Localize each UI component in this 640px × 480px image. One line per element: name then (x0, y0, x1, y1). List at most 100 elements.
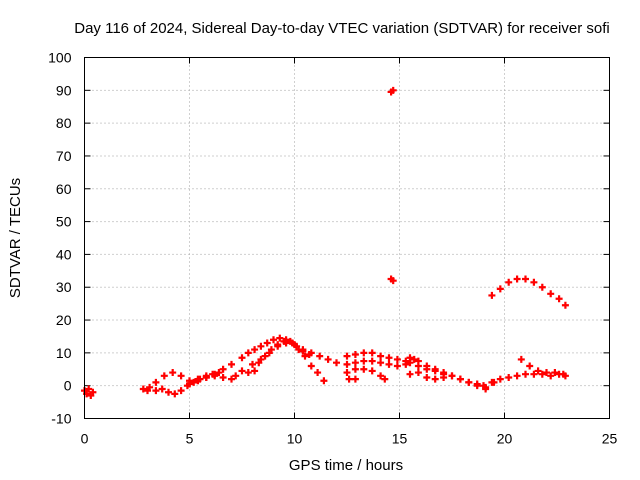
data-point-s6 (333, 359, 340, 367)
data-point-s10 (410, 355, 418, 363)
data-point-s11 (368, 367, 376, 375)
data-point-s19 (543, 369, 550, 377)
data-point-s10 (402, 360, 410, 368)
data-point-s20 (513, 275, 521, 283)
data-point-s17 (406, 370, 414, 378)
data-point-s7 (261, 352, 269, 360)
y-tick-label: 70 (56, 148, 72, 164)
data-point-s10 (360, 357, 368, 365)
data-point-s7 (286, 337, 294, 345)
data-point-s16 (465, 378, 473, 386)
data-point-s11 (351, 365, 359, 373)
data-point-s4 (202, 373, 210, 381)
x-tick-label: 20 (497, 431, 513, 447)
data-point-s11 (381, 375, 389, 383)
data-point-s1 (85, 385, 93, 393)
data-point-s9 (368, 349, 376, 357)
data-points (81, 86, 569, 400)
data-point-s18 (480, 382, 487, 390)
data-point-s18 (505, 373, 513, 381)
data-point-s16 (414, 357, 422, 365)
data-point-s17 (440, 373, 448, 381)
data-point-s5 (244, 349, 252, 357)
data-point-s7 (267, 346, 275, 354)
data-point-s7 (305, 351, 313, 359)
data-point-s5 (314, 369, 322, 377)
data-point-s5 (276, 334, 284, 342)
data-point-s19 (559, 370, 567, 378)
y-tick-label: 50 (56, 214, 72, 230)
data-point-s3 (228, 360, 235, 368)
data-point-s17 (431, 375, 439, 383)
y-tick-label: 40 (56, 246, 72, 262)
data-point-s9 (343, 352, 351, 360)
data-point-s9 (385, 354, 393, 362)
gridlines (84, 57, 610, 419)
data-point-s18 (488, 378, 496, 386)
data-point-s16 (431, 365, 439, 373)
data-point-s16 (473, 380, 481, 388)
x-tick-label: 10 (287, 431, 303, 447)
y-tick-label: 90 (56, 82, 72, 98)
data-point-s10 (343, 360, 351, 368)
data-point-s8 (244, 369, 252, 377)
data-point-s18 (513, 372, 521, 380)
data-point-s5 (238, 354, 246, 362)
data-point-s5 (263, 339, 271, 347)
data-point-s6 (316, 352, 324, 360)
data-point-s3 (160, 372, 168, 380)
data-point-s5 (251, 346, 259, 354)
data-point-s7 (280, 337, 288, 345)
data-point-s7 (299, 347, 307, 355)
data-point-s16 (448, 372, 456, 380)
data-point-s9 (360, 349, 368, 357)
data-point-s9 (351, 351, 359, 359)
x-tick-label: 15 (392, 431, 408, 447)
data-point-s11 (343, 369, 351, 377)
y-tick-label: 30 (56, 279, 72, 295)
data-point-s4 (219, 373, 227, 381)
data-point-s3 (169, 369, 177, 377)
data-point-s4 (228, 375, 235, 383)
data-point-s10 (393, 362, 401, 370)
data-point-s19 (551, 369, 559, 377)
data-point-s4 (211, 372, 219, 380)
data-point-s17 (423, 373, 431, 381)
y-tick-label: -10 (51, 411, 71, 427)
data-point-s9 (377, 352, 385, 360)
data-point-s7 (255, 359, 263, 367)
data-point-s20 (522, 275, 529, 283)
data-point-s4 (194, 377, 202, 385)
plot-frame (84, 57, 610, 419)
x-tick-label: 25 (602, 431, 618, 447)
data-point-s2 (171, 390, 179, 398)
x-axis-ticks: 0 5 10 15 20 25 (81, 57, 618, 447)
data-point-s18 (522, 370, 529, 378)
data-point-s6 (249, 360, 256, 368)
y-tick-label: 0 (64, 378, 72, 394)
data-point-s5 (257, 342, 265, 350)
data-point-s5 (270, 336, 277, 344)
x-axis-label: GPS time / hours (289, 457, 403, 474)
data-point-s5 (307, 362, 315, 370)
data-point-s20 (496, 285, 504, 293)
data-point-s11 (377, 372, 385, 380)
y-tick-label: 100 (48, 50, 72, 66)
y-axis-label: SDTVAR / TECUs (7, 178, 24, 298)
x-tick-label: 5 (186, 431, 194, 447)
data-point-s4 (186, 380, 193, 388)
data-point-s2 (190, 378, 198, 386)
data-point-s10 (351, 359, 359, 367)
data-point-s16 (406, 354, 414, 362)
data-point-s3 (219, 365, 227, 373)
data-point-s19 (534, 367, 542, 375)
y-axis-ticks: -10 0 10 20 30 40 50 60 70 80 90 100 (48, 50, 610, 427)
data-point-s3 (144, 387, 151, 395)
data-point-s20 (555, 295, 563, 303)
data-point-s7 (293, 342, 301, 350)
data-point-s20 (561, 301, 569, 309)
data-point-s14 (389, 277, 397, 285)
data-point-s3 (177, 372, 185, 380)
data-point-s20 (547, 290, 555, 298)
